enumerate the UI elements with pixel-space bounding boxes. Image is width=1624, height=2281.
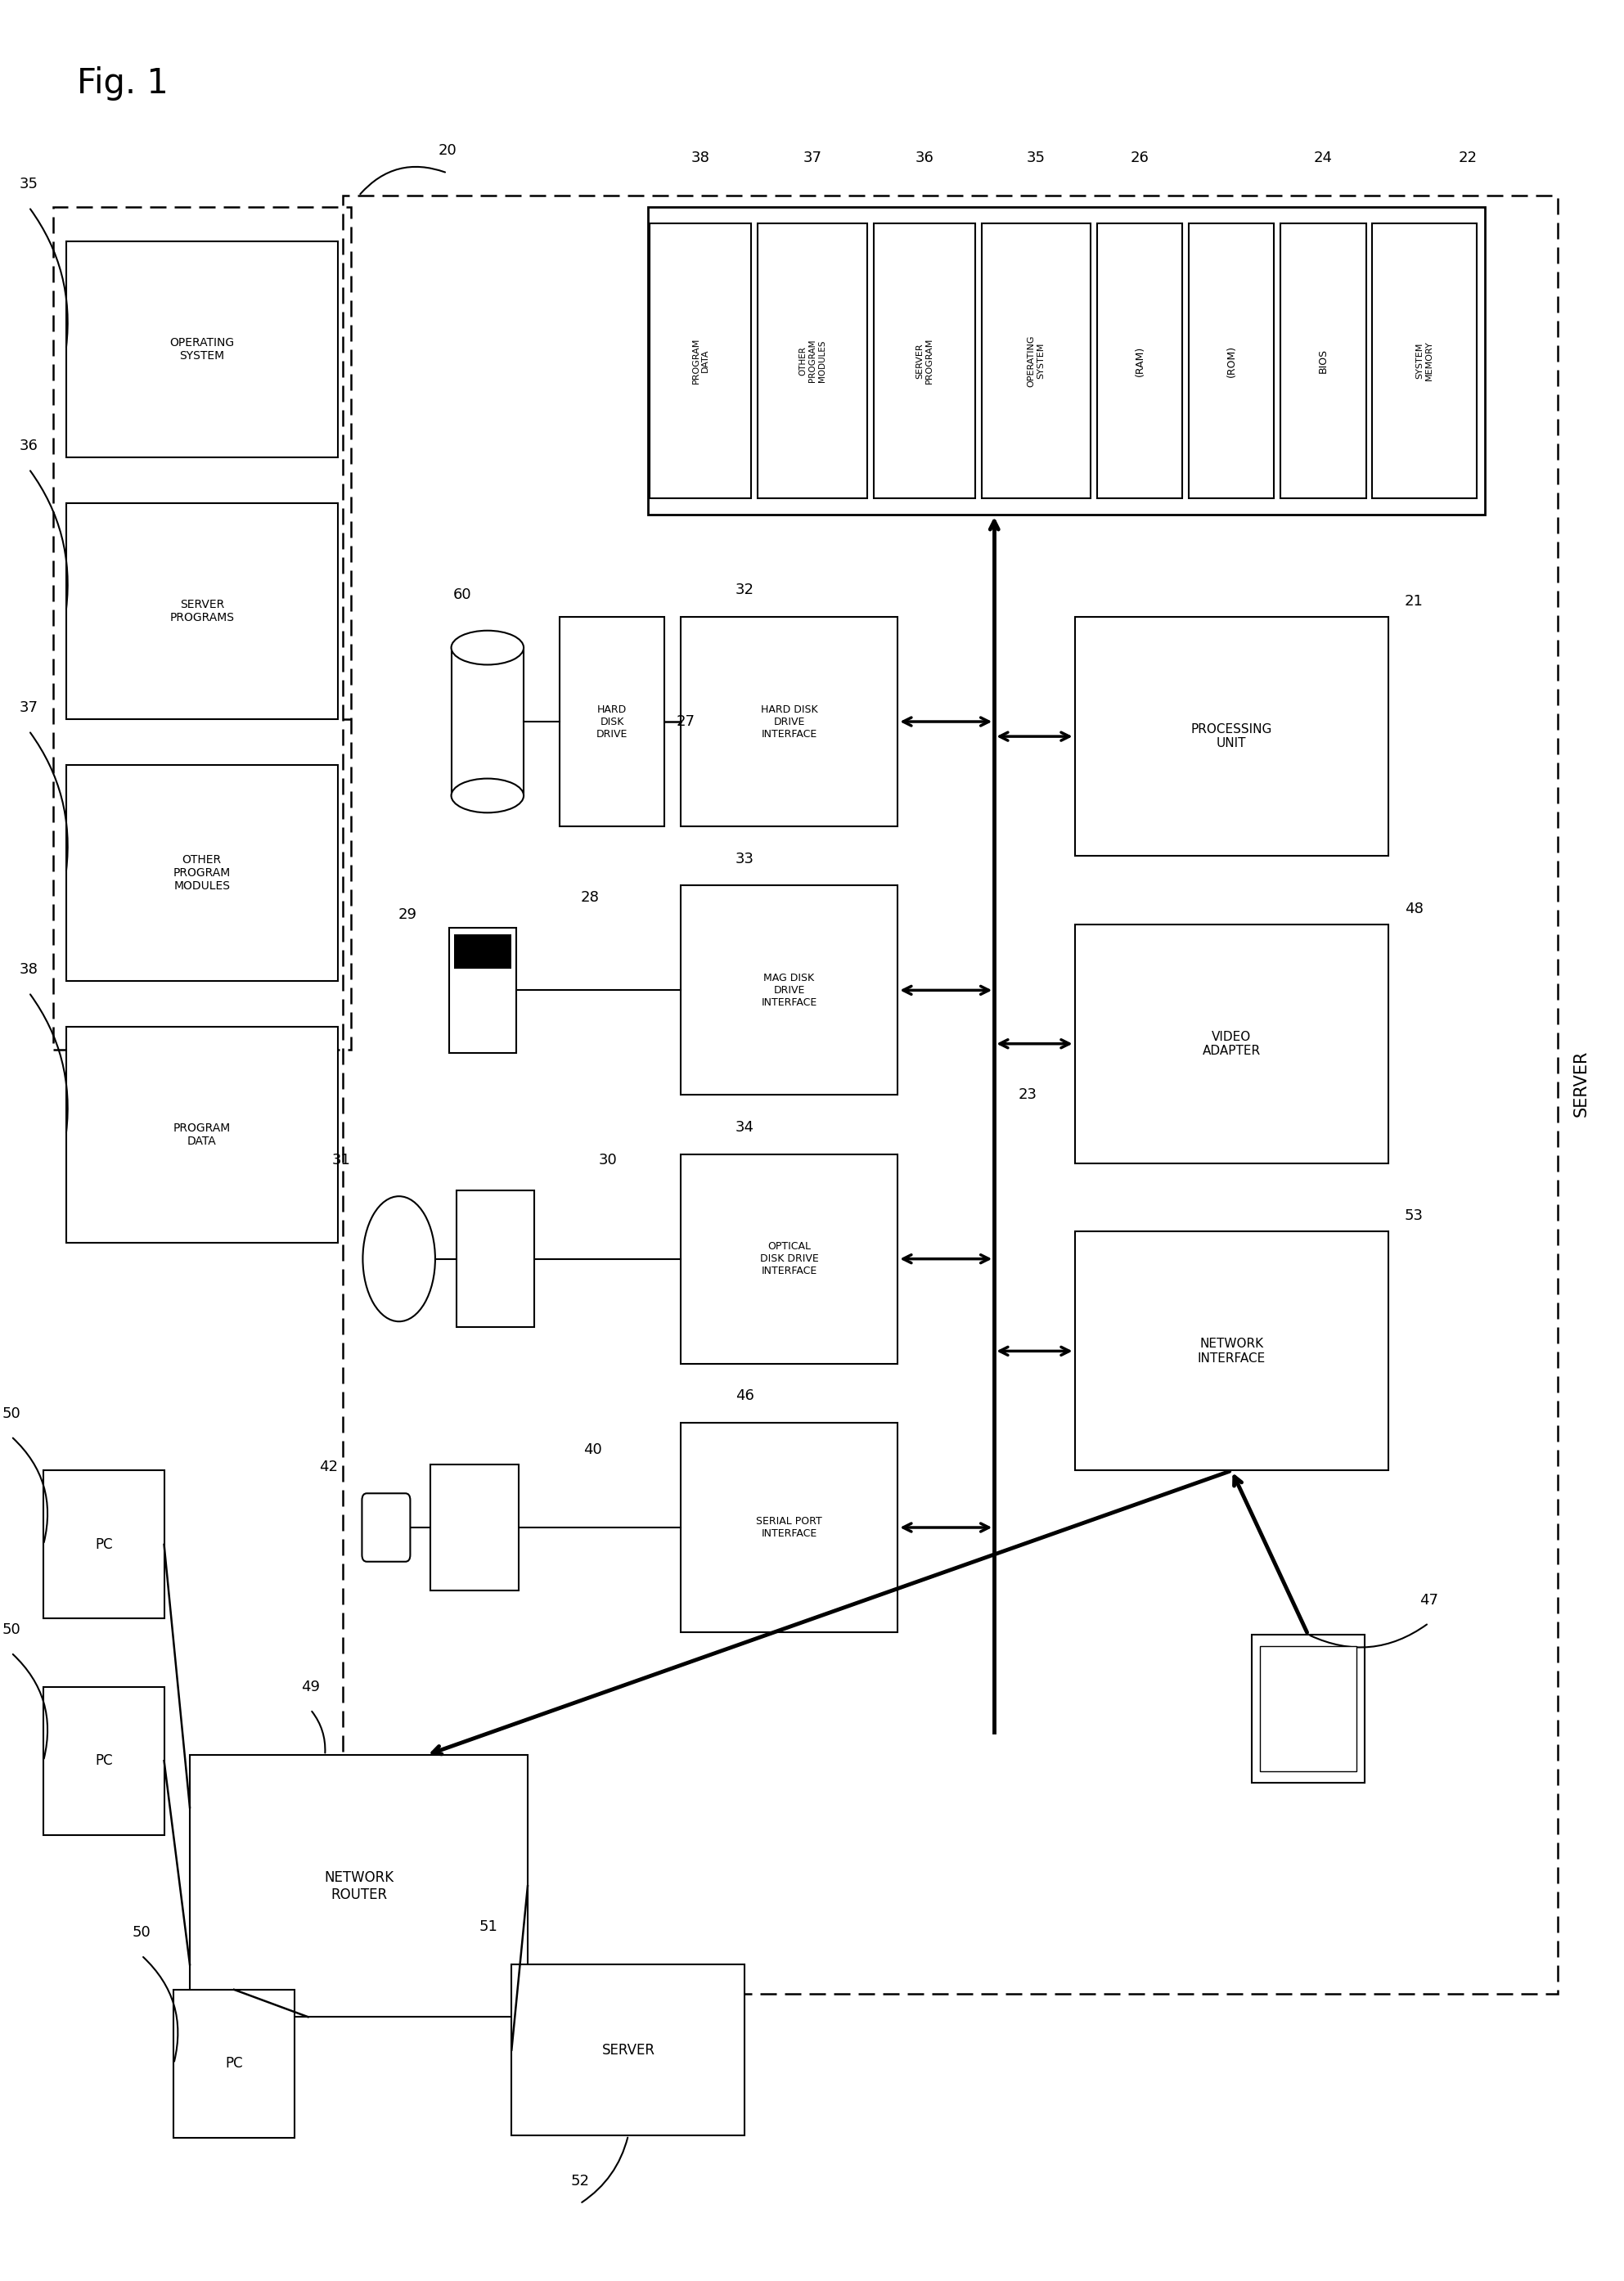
- Text: (ROM): (ROM): [1226, 344, 1237, 376]
- Text: 49: 49: [300, 1679, 320, 1695]
- Text: 36: 36: [914, 151, 934, 164]
- FancyBboxPatch shape: [448, 928, 516, 1054]
- Text: 47: 47: [1419, 1592, 1439, 1608]
- FancyBboxPatch shape: [67, 764, 338, 981]
- FancyBboxPatch shape: [1252, 1635, 1364, 1781]
- Text: 24: 24: [1314, 151, 1333, 164]
- Text: PROGRAM
DATA: PROGRAM DATA: [692, 338, 710, 383]
- FancyBboxPatch shape: [67, 1026, 338, 1243]
- FancyBboxPatch shape: [1075, 924, 1389, 1163]
- Text: 51: 51: [479, 1918, 499, 1934]
- Text: 36: 36: [19, 438, 39, 454]
- FancyBboxPatch shape: [67, 242, 338, 458]
- Text: 27: 27: [677, 714, 695, 730]
- Text: PC: PC: [94, 1537, 112, 1551]
- Text: 29: 29: [398, 908, 417, 922]
- FancyBboxPatch shape: [44, 1471, 164, 1620]
- Text: 32: 32: [736, 582, 754, 598]
- Text: OPTICAL
DISK DRIVE
INTERFACE: OPTICAL DISK DRIVE INTERFACE: [760, 1241, 818, 1277]
- Text: 46: 46: [736, 1389, 754, 1403]
- Text: OTHER
PROGRAM
MODULES: OTHER PROGRAM MODULES: [174, 853, 231, 892]
- Text: Fig. 1: Fig. 1: [78, 66, 169, 100]
- Text: 30: 30: [599, 1154, 617, 1168]
- Text: 28: 28: [581, 890, 599, 906]
- FancyBboxPatch shape: [648, 208, 1484, 516]
- FancyBboxPatch shape: [362, 1494, 411, 1562]
- Text: OPERATING
SYSTEM: OPERATING SYSTEM: [169, 338, 234, 363]
- Text: PROGRAM
DATA: PROGRAM DATA: [174, 1122, 231, 1147]
- FancyBboxPatch shape: [650, 224, 752, 500]
- FancyBboxPatch shape: [758, 224, 867, 500]
- Text: SYSTEM
MEMORY: SYSTEM MEMORY: [1416, 340, 1434, 381]
- Text: PROCESSING
UNIT: PROCESSING UNIT: [1190, 723, 1272, 750]
- Text: 50: 50: [2, 1622, 21, 1638]
- Text: SERVER: SERVER: [1574, 1049, 1590, 1118]
- Text: 37: 37: [19, 700, 39, 716]
- Text: PC: PC: [94, 1754, 112, 1768]
- Text: 38: 38: [19, 963, 39, 976]
- Text: 60: 60: [453, 588, 471, 602]
- FancyBboxPatch shape: [1075, 1232, 1389, 1471]
- Text: 21: 21: [1405, 593, 1423, 609]
- Text: 42: 42: [318, 1460, 338, 1474]
- FancyBboxPatch shape: [680, 1154, 898, 1364]
- FancyBboxPatch shape: [560, 616, 664, 826]
- Text: 22: 22: [1458, 151, 1476, 164]
- FancyBboxPatch shape: [1260, 1647, 1356, 1770]
- FancyBboxPatch shape: [190, 1754, 528, 2016]
- Text: 35: 35: [19, 178, 39, 192]
- FancyBboxPatch shape: [67, 504, 338, 719]
- FancyBboxPatch shape: [981, 224, 1091, 500]
- Text: 38: 38: [692, 151, 710, 164]
- Text: 48: 48: [1405, 901, 1423, 917]
- Text: HARD
DISK
DRIVE: HARD DISK DRIVE: [596, 705, 628, 739]
- FancyBboxPatch shape: [512, 1964, 745, 2135]
- FancyBboxPatch shape: [1189, 224, 1275, 500]
- Text: SERVER
PROGRAM: SERVER PROGRAM: [916, 338, 934, 383]
- Text: NETWORK
ROUTER: NETWORK ROUTER: [323, 1870, 393, 1902]
- FancyBboxPatch shape: [453, 935, 512, 969]
- Text: (RAM): (RAM): [1135, 347, 1145, 376]
- Text: SERIAL PORT
INTERFACE: SERIAL PORT INTERFACE: [757, 1517, 822, 1540]
- Text: BIOS: BIOS: [1319, 349, 1328, 374]
- Text: MAG DISK
DRIVE
INTERFACE: MAG DISK DRIVE INTERFACE: [762, 972, 817, 1008]
- Text: SERVER
PROGRAMS: SERVER PROGRAMS: [169, 600, 234, 623]
- Text: 23: 23: [1018, 1088, 1038, 1102]
- Text: PC: PC: [226, 2055, 244, 2071]
- FancyBboxPatch shape: [430, 1464, 518, 1590]
- Text: 40: 40: [583, 1442, 603, 1458]
- Text: 26: 26: [1130, 151, 1150, 164]
- Text: 34: 34: [736, 1120, 754, 1134]
- Text: 35: 35: [1026, 151, 1046, 164]
- FancyBboxPatch shape: [456, 1191, 534, 1328]
- Text: 37: 37: [802, 151, 822, 164]
- Ellipse shape: [362, 1195, 435, 1321]
- FancyBboxPatch shape: [680, 885, 898, 1095]
- FancyBboxPatch shape: [174, 1989, 294, 2137]
- Text: 50: 50: [132, 1925, 151, 1941]
- Ellipse shape: [451, 778, 523, 812]
- Text: 20: 20: [438, 144, 456, 157]
- FancyBboxPatch shape: [1372, 224, 1476, 500]
- Text: 31: 31: [331, 1154, 351, 1168]
- FancyBboxPatch shape: [1281, 224, 1366, 500]
- FancyBboxPatch shape: [1075, 616, 1389, 855]
- Text: HARD DISK
DRIVE
INTERFACE: HARD DISK DRIVE INTERFACE: [760, 705, 817, 739]
- Text: VIDEO
ADAPTER: VIDEO ADAPTER: [1202, 1031, 1260, 1056]
- Ellipse shape: [451, 630, 523, 664]
- FancyBboxPatch shape: [44, 1688, 164, 1834]
- Text: 52: 52: [570, 2174, 590, 2187]
- Text: OTHER
PROGRAM
MODULES: OTHER PROGRAM MODULES: [799, 340, 827, 383]
- FancyBboxPatch shape: [1098, 224, 1182, 500]
- Text: 53: 53: [1405, 1209, 1423, 1223]
- Text: 50: 50: [2, 1407, 21, 1421]
- FancyBboxPatch shape: [680, 616, 898, 826]
- Text: SERVER: SERVER: [601, 2041, 654, 2057]
- FancyBboxPatch shape: [874, 224, 974, 500]
- FancyBboxPatch shape: [680, 1423, 898, 1633]
- Text: 33: 33: [736, 851, 754, 867]
- Text: NETWORK
INTERFACE: NETWORK INTERFACE: [1197, 1339, 1265, 1364]
- Text: OPERATING
SYSTEM: OPERATING SYSTEM: [1028, 335, 1044, 388]
